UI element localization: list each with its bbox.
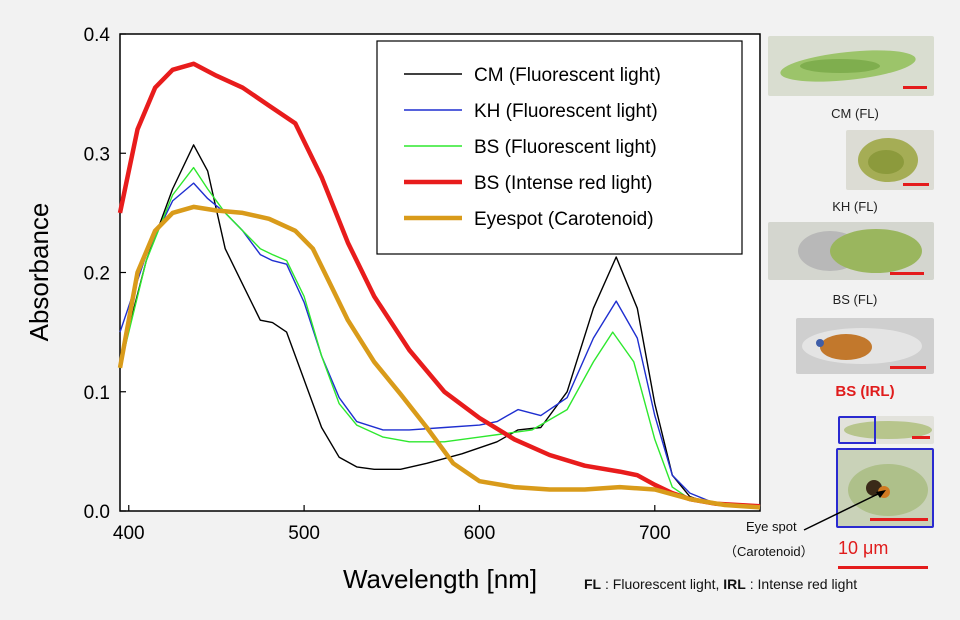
caption-kh: KH (FL) xyxy=(832,199,878,214)
sample-image-kh xyxy=(846,130,934,190)
y-tick-label: 0.0 xyxy=(84,502,110,523)
scale-bar-kh xyxy=(903,183,929,186)
x-tick-label: 600 xyxy=(464,523,496,544)
footnote-irl-abbr: IRL xyxy=(723,576,746,592)
x-tick-label: 500 xyxy=(288,523,320,544)
series-layer xyxy=(117,61,761,510)
eyespot-arrow-icon xyxy=(803,490,886,531)
eyespot-sublabel: （Carotenoid） xyxy=(724,544,814,559)
footnote-fl-abbr: FL xyxy=(584,576,602,592)
x-axis-label: Wavelength [nm] xyxy=(343,564,537,594)
series-line-2 xyxy=(119,166,761,509)
x-tick-label: 700 xyxy=(639,523,671,544)
legend-label-2: BS (Fluorescent light) xyxy=(474,137,657,158)
legend-label-4: Eyespot (Carotenoid) xyxy=(474,209,654,230)
ticks-layer: 400 500 600 700 0.0 0.1 0.2 0.3 0.4 xyxy=(84,25,671,544)
caption-bs-irl: BS (IRL) xyxy=(835,383,895,400)
legend-label-1: KH (Fluorescent light) xyxy=(474,101,658,122)
y-axis-label: Absorbance xyxy=(24,203,54,342)
series-line-4 xyxy=(117,204,761,510)
scale-bar-bs-irl xyxy=(890,366,926,369)
series-line-0 xyxy=(119,144,761,509)
legend-label-0: CM (Fluorescent light) xyxy=(474,65,661,86)
x-tick-label: 400 xyxy=(113,523,145,544)
scale-label: 10 μm xyxy=(838,538,889,558)
caption-cm: CM (FL) xyxy=(831,106,879,121)
scale-reference-bar xyxy=(838,566,928,569)
footnote-fl-text: : Fluorescent light, xyxy=(601,576,724,592)
y-tick-label: 0.3 xyxy=(84,144,110,165)
sample-image-eyespot-small xyxy=(838,416,934,444)
footnote-irl-text: : Intense red light xyxy=(745,576,858,592)
footnote: FL : Fluorescent light, IRL : Intense re… xyxy=(584,576,857,592)
sample-image-bs-fl xyxy=(768,222,934,280)
sample-image-eyespot-zoom xyxy=(836,448,934,528)
caption-bs-fl: BS (FL) xyxy=(832,292,878,307)
y-tick-label: 0.1 xyxy=(84,383,110,404)
scale-bar-eyespot-zoom xyxy=(870,518,928,521)
sample-image-bs-irl xyxy=(796,318,934,374)
scale-bar-eyespot-small xyxy=(912,436,930,439)
legend-label-3: BS (Intense red light) xyxy=(474,173,652,194)
legend: CM (Fluorescent light) KH (Fluorescent li… xyxy=(376,40,743,255)
series-line-3 xyxy=(117,61,761,509)
scale-bar-bs-fl xyxy=(890,272,924,275)
y-tick-label: 0.4 xyxy=(84,25,111,46)
scale-bar-cm xyxy=(903,86,927,89)
eyespot-label: Eye spot xyxy=(746,519,797,534)
y-tick-label: 0.2 xyxy=(84,264,110,285)
